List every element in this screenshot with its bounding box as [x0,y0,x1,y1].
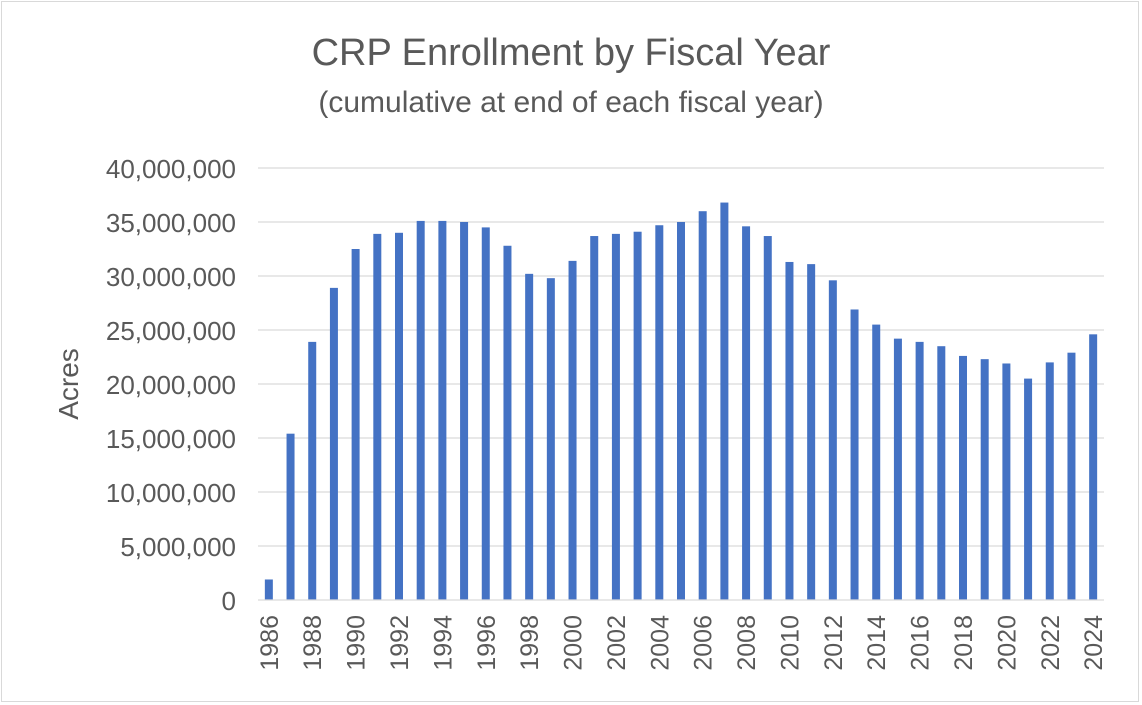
bar-1990 [351,249,360,600]
x-tick-label: 2012 [820,615,848,671]
bar-2008 [742,226,751,600]
bar-2012 [828,280,837,600]
x-tick-label: 2008 [733,615,761,671]
bar-2021 [1024,378,1033,600]
bar-2000 [568,260,577,600]
bar-2009 [763,236,772,601]
bar-2014 [872,324,881,600]
y-tick-label: 0 [222,586,236,616]
y-tick-labels: 0 5,000,000 10,000,000 15,000,000 20,000,000… [106,154,236,616]
bar-2001 [590,236,599,601]
x-tick-label: 2016 [907,615,935,671]
bar-1998 [525,273,534,600]
bar-2022 [1045,362,1054,600]
bar-1995 [460,222,469,600]
bar-1987 [286,433,295,600]
bar-2007 [720,202,729,600]
x-tick-label: 1992 [386,615,414,671]
x-tick-label: 1986 [256,615,284,671]
y-tick-label: 35,000,000 [106,208,236,238]
x-tick-label: 2020 [993,615,1021,671]
bar-2011 [807,264,816,600]
bar-2017 [937,346,946,600]
x-tick-labels: 1986 1988 1990 1992 1994 1996 1998 2000 2002 2004… [256,615,1108,671]
bar-1992 [395,232,403,601]
bar-2019 [980,359,989,600]
y-tick-label: 40,000,000 [106,154,236,184]
y-tick-label: 15,000,000 [106,424,236,454]
bar-2024 [1089,334,1098,600]
bars [264,202,1098,601]
bar-1993 [416,220,425,601]
bar-2003 [633,231,642,600]
x-tick-label: 2010 [776,615,804,671]
bar-1991 [373,233,382,600]
x-tick-label: 2004 [646,615,674,671]
bar-1988 [308,341,317,600]
x-tick-label: 2002 [603,615,631,671]
bar-1989 [329,287,338,600]
y-tick-label: 10,000,000 [106,478,236,508]
x-tick-label: 1988 [299,615,327,671]
bar-1994 [438,220,447,601]
y-axis-label: Acres [53,348,84,420]
y-tick-label: 25,000,000 [106,316,236,346]
bar-2004 [655,225,664,601]
bar-1997 [503,245,512,600]
bar-2015 [893,338,902,600]
y-tick-label: 20,000,000 [106,370,236,400]
x-tick-label: 1990 [343,615,371,671]
x-tick-label: 1998 [516,615,544,671]
bar-2016 [915,341,924,600]
x-tick-label: 2022 [1037,615,1065,671]
x-tick-label: 2000 [560,615,588,671]
bar-2020 [1002,363,1011,600]
bar-2013 [850,309,859,600]
x-tick-label: 1994 [429,615,457,671]
y-tick-label: 30,000,000 [106,262,236,292]
bar-2023 [1067,352,1076,600]
x-tick-label: 2006 [690,615,718,671]
x-tick-label: 2018 [950,615,978,671]
chart-title: CRP Enrollment by Fiscal Year [311,32,831,74]
x-tick-label: 2024 [1080,615,1108,671]
bar-2006 [698,211,707,600]
bar-1996 [481,227,490,600]
bar-2002 [611,233,620,600]
x-tick-label: 2014 [863,615,891,671]
bar-1986 [264,579,273,600]
y-tick-label: 5,000,000 [120,532,236,562]
bar-2018 [959,355,967,600]
chart-subtitle: (cumulative at end of each fiscal year) [318,86,824,119]
bar-2010 [785,261,794,600]
x-tick-label: 1996 [473,615,501,671]
bar-2005 [677,222,685,600]
bar-1999 [546,278,555,600]
